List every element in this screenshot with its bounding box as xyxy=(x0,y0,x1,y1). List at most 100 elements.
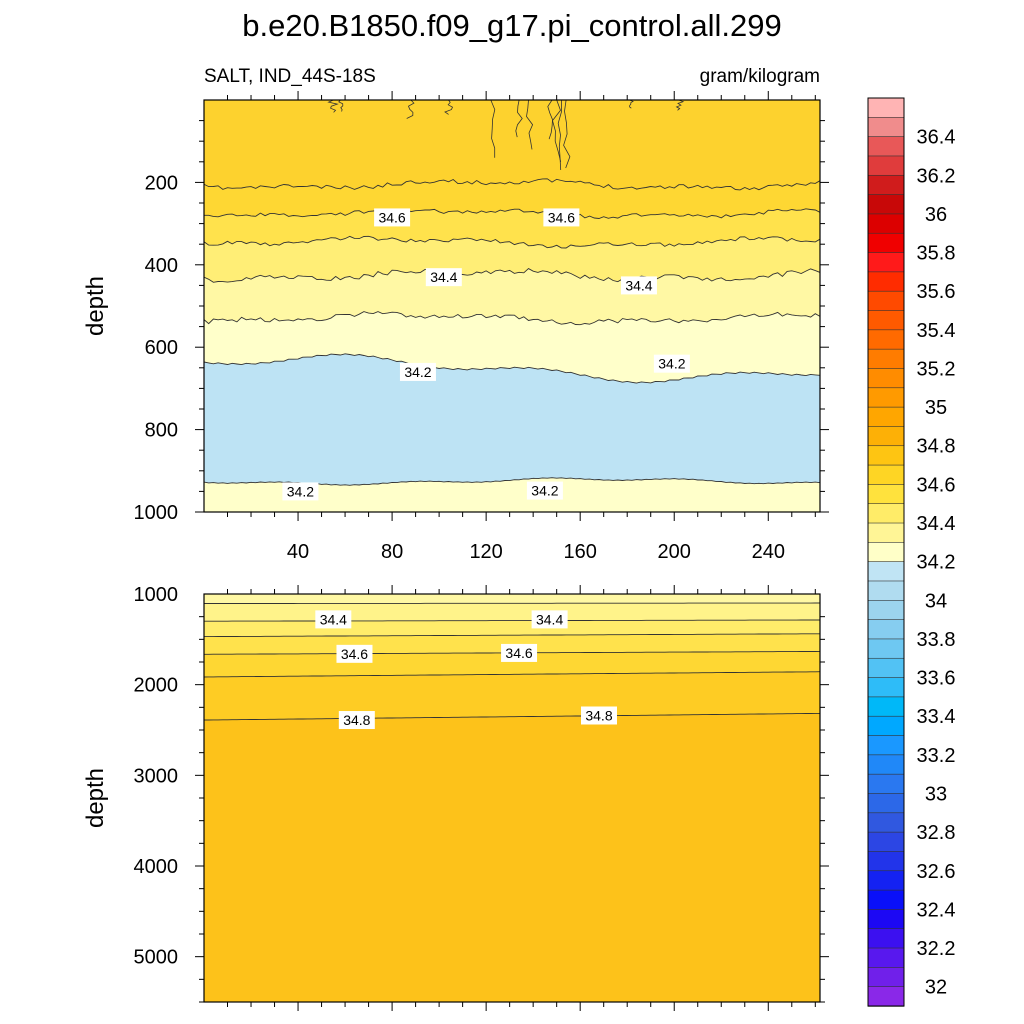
contour-band-1 xyxy=(204,178,820,219)
contour-label: 34.2 xyxy=(526,481,563,500)
colorbar-frame xyxy=(867,97,905,1007)
colorbar-swatch xyxy=(867,368,905,389)
contour-label: 34.4 xyxy=(425,268,462,287)
colorbar-swatch xyxy=(867,967,905,988)
colorbar-swatch xyxy=(867,426,905,447)
colorbar-swatch xyxy=(867,928,905,949)
colorbar: 36.4 36.2 36 35.8 35.6 35.4 35.2 35 34.8 34.6 34.4… xyxy=(867,97,956,1007)
contour-label: 34.2 xyxy=(399,362,436,381)
colorbar-label: 35 xyxy=(925,397,947,419)
contour-label: 34.8 xyxy=(580,706,617,725)
colorbar-label: 33 xyxy=(925,784,947,806)
colorbar-swatch xyxy=(867,503,905,524)
colorbar-swatch xyxy=(867,542,905,563)
svg-text:34.6: 34.6 xyxy=(505,645,532,661)
contour-band-6 xyxy=(204,353,820,486)
svg-text:34.6: 34.6 xyxy=(378,209,405,225)
contour-line-1 xyxy=(204,208,820,219)
contour-spike-3 xyxy=(444,100,454,115)
colorbar-swatch xyxy=(867,889,905,911)
colorbar-swatch xyxy=(867,271,905,292)
contour-line-5 xyxy=(204,712,820,721)
contour-spike-2 xyxy=(406,100,415,119)
colorbar-label: 36.2 xyxy=(917,165,956,187)
svg-text:34.2: 34.2 xyxy=(287,483,314,499)
svg-text:34.4: 34.4 xyxy=(430,269,457,285)
colorbar-swatch xyxy=(867,870,905,891)
y-tick-label: 5000 xyxy=(134,947,179,969)
contour-field xyxy=(204,100,820,512)
contour-band-0 xyxy=(204,594,820,604)
contour-line-4 xyxy=(204,311,820,326)
colorbar-swatch xyxy=(867,793,905,814)
colorbar-swatch xyxy=(867,619,905,640)
colorbar-swatch xyxy=(867,348,905,370)
chart-title: b.e20.B1850.f09_g17.pi_control.all.299 xyxy=(242,8,782,43)
colorbar-label: 33.8 xyxy=(917,629,956,651)
colorbar-swatch xyxy=(867,117,905,138)
colorbar-swatch xyxy=(867,387,905,408)
y-tick-label: 1000 xyxy=(134,584,179,606)
svg-text:34.2: 34.2 xyxy=(404,364,431,380)
x-tick-label: 80 xyxy=(381,541,403,563)
colorbar-swatch xyxy=(867,947,905,969)
colorbar-label: 34 xyxy=(925,590,947,612)
x-tick-label: 160 xyxy=(563,541,596,563)
contour-band-2 xyxy=(204,620,820,637)
contour-band-1 xyxy=(204,603,820,622)
colorbar-swatch xyxy=(867,677,905,698)
contour-line-1 xyxy=(204,619,820,622)
contour-line-0 xyxy=(204,178,820,191)
contour-spike-9 xyxy=(557,100,562,171)
y-tick-label: 1000 xyxy=(134,502,179,524)
contour-spike-10 xyxy=(563,100,571,169)
svg-text:34.2: 34.2 xyxy=(531,483,558,499)
lower-panel: 34.4 34.4 34.6 34.6 34.8 34.8 1000 2000 3000 4000… xyxy=(82,584,829,1011)
y-axis-label: depth xyxy=(82,768,109,828)
contour-line-2 xyxy=(204,235,820,249)
colorbar-swatch xyxy=(867,851,905,872)
contour-label: 34.6 xyxy=(501,643,538,662)
contour-spike-11 xyxy=(629,100,634,109)
contour-spike-5 xyxy=(515,100,523,138)
svg-text:34.6: 34.6 xyxy=(548,209,575,225)
units-subtitle: gram/kilogram xyxy=(700,66,820,87)
colorbar-swatch xyxy=(867,232,905,254)
colorbar-label: 35.2 xyxy=(917,359,956,381)
colorbar-swatch xyxy=(867,986,905,1007)
x-tick-label: 240 xyxy=(752,541,785,563)
y-tick-label: 2000 xyxy=(134,675,179,697)
colorbar-swatch xyxy=(867,155,905,176)
svg-text:34.8: 34.8 xyxy=(343,712,370,728)
contour-spike-7 xyxy=(547,100,553,140)
colorbar-swatch xyxy=(867,329,905,350)
colorbar-swatch xyxy=(867,773,905,795)
x-tick-label: 200 xyxy=(658,541,691,563)
colorbar-label: 33.6 xyxy=(917,668,956,690)
colorbar-swatch xyxy=(867,657,905,679)
colorbar-label: 36 xyxy=(925,204,947,226)
contour-band-7 xyxy=(204,477,820,512)
colorbar-label: 34.2 xyxy=(917,552,956,574)
x-tick-label: 120 xyxy=(469,541,502,563)
colorbar-swatch xyxy=(867,252,905,273)
contour-spike-12 xyxy=(675,100,685,111)
contour-band-0 xyxy=(204,100,820,190)
contour-label: 34.6 xyxy=(374,208,411,227)
colorbar-label: 36.4 xyxy=(917,127,956,149)
colorbar-label: 32.2 xyxy=(917,938,956,960)
contour-line-4 xyxy=(204,671,820,678)
colorbar-swatch xyxy=(867,831,905,853)
colorbar-label: 32.4 xyxy=(917,899,956,921)
colorbar-swatch xyxy=(867,406,905,428)
y-axis-label: depth xyxy=(82,276,109,336)
colorbar-label: 35.8 xyxy=(917,243,956,265)
svg-text:34.2: 34.2 xyxy=(658,356,685,372)
y-tick-label: 3000 xyxy=(134,765,179,787)
contour-label: 34.2 xyxy=(653,354,690,373)
contour-spike-4 xyxy=(490,100,496,158)
colorbar-swatch xyxy=(867,812,905,833)
contour-label: 34.2 xyxy=(282,482,319,501)
y-tick-label: 400 xyxy=(145,255,178,277)
colorbar-swatch xyxy=(867,735,905,756)
